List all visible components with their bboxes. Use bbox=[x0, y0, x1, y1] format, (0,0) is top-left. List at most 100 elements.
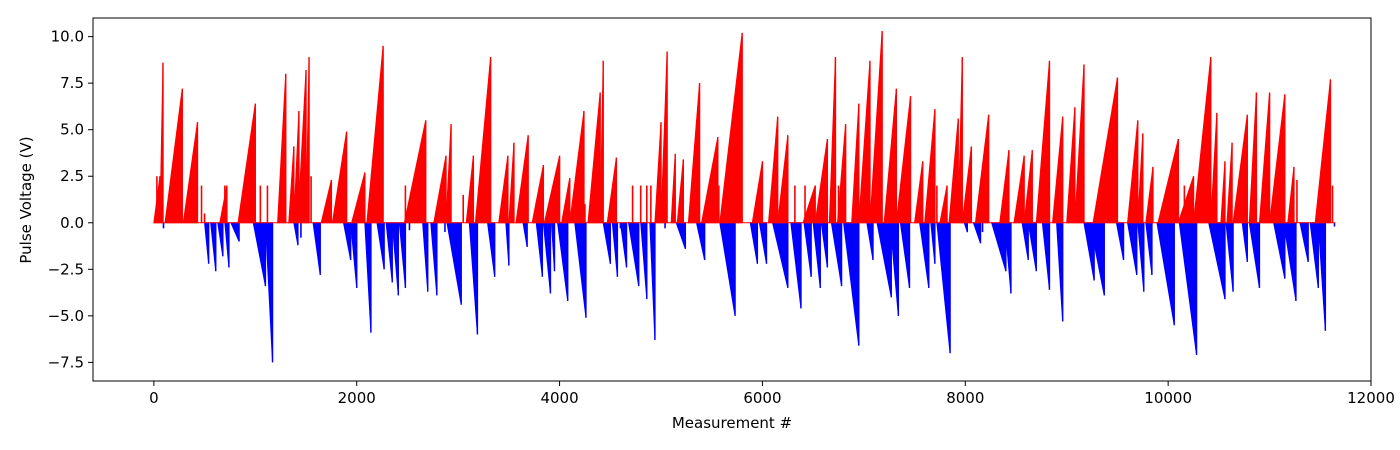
negative-ramp-76 bbox=[1309, 222, 1319, 288]
positive-ramp-5 bbox=[237, 103, 256, 224]
positive-ramp-16 bbox=[433, 155, 447, 224]
negative-ramp-16 bbox=[422, 222, 429, 292]
negative-ramp-26 bbox=[556, 222, 569, 302]
y-axis: −7.5 −5.0 −2.5 0.0 2.5 5.0 7.5 10.0 bbox=[48, 28, 93, 371]
x-axis: 0 2000 4000 6000 8000 10000 12000 bbox=[149, 381, 1395, 407]
negative-ramp-35 bbox=[695, 222, 706, 261]
positive-ramp-65 bbox=[1137, 133, 1144, 224]
negative-ramp-39 bbox=[771, 222, 789, 289]
negative-ramp-15 bbox=[398, 222, 406, 288]
negative-ramp-32 bbox=[640, 222, 648, 300]
negative-ramp-14 bbox=[391, 222, 399, 296]
plot-area-frame bbox=[92, 17, 1372, 382]
y-tick-label: −7.5 bbox=[48, 353, 84, 371]
negative-ramp-70 bbox=[1225, 222, 1234, 292]
positive-ramp-21 bbox=[508, 142, 515, 224]
positive-ramp-31 bbox=[660, 51, 668, 224]
negative-ramp-30 bbox=[619, 222, 628, 268]
positive-ramp-13 bbox=[350, 172, 366, 224]
positive-ramp-60 bbox=[1051, 116, 1064, 224]
x-tick-label: 4000 bbox=[540, 389, 578, 407]
y-tick-label: 5.0 bbox=[60, 121, 84, 139]
negative-ramp-42 bbox=[812, 222, 821, 288]
positive-ramp-61 bbox=[1066, 107, 1076, 224]
negative-ramp-69 bbox=[1208, 222, 1226, 300]
negative-ramp-10 bbox=[350, 222, 358, 288]
positive-ramp-3 bbox=[182, 122, 198, 224]
y-tick-label: 7.5 bbox=[60, 74, 84, 92]
x-axis-label: Measurement # bbox=[672, 414, 792, 432]
negative-ramp-54 bbox=[972, 222, 981, 244]
negative-ramp-75 bbox=[1299, 222, 1309, 262]
positive-ramp-27 bbox=[587, 92, 601, 224]
positive-ramp-49 bbox=[914, 161, 924, 224]
negative-ramp-77 bbox=[1317, 222, 1326, 331]
positive-ramp-46 bbox=[869, 30, 883, 224]
negative-ramp-8 bbox=[312, 222, 321, 275]
positive-ramp-51 bbox=[939, 185, 948, 224]
positive-ramp-74 bbox=[1248, 92, 1257, 224]
positive-ramp-37 bbox=[751, 161, 763, 224]
negative-ramp-13 bbox=[385, 222, 393, 283]
positive-ramp-24 bbox=[543, 155, 561, 224]
positive-ramp-36 bbox=[719, 32, 743, 224]
positive-ramp-70 bbox=[1210, 112, 1218, 224]
negative-ramp-12 bbox=[376, 222, 385, 270]
negative-ramp-37 bbox=[749, 222, 758, 264]
positive-ramp-67 bbox=[1157, 138, 1179, 224]
positive-ramp-66 bbox=[1145, 166, 1154, 224]
positive-ramp-19 bbox=[474, 57, 492, 224]
negative-ramp-29 bbox=[611, 222, 618, 277]
positive-ramp-44 bbox=[851, 103, 860, 224]
positive-ramp-77 bbox=[1287, 166, 1295, 224]
negative-ramp-52 bbox=[936, 222, 951, 354]
positive-ramp-6 bbox=[277, 73, 287, 224]
positive-ramp-35 bbox=[700, 137, 719, 224]
negative-ramp-4 bbox=[230, 222, 240, 242]
negative-ramp-65 bbox=[1137, 222, 1145, 292]
negative-ramp-43 bbox=[820, 222, 828, 268]
negative-ramp-5 bbox=[252, 222, 266, 287]
y-axis-label: Pulse Voltage (V) bbox=[17, 136, 35, 263]
negative-ramp-58 bbox=[1027, 222, 1037, 272]
positive-ramp-38 bbox=[767, 116, 779, 224]
positive-ramp-57 bbox=[1013, 155, 1025, 224]
negative-ramp-33 bbox=[649, 222, 656, 341]
positive-ramp-17 bbox=[445, 124, 452, 224]
x-tick-label: 8000 bbox=[946, 389, 984, 407]
x-tick-label: 6000 bbox=[743, 389, 781, 407]
negative-ramp-28 bbox=[602, 222, 611, 264]
positive-ramp-47 bbox=[883, 88, 897, 224]
positive-ramp-23 bbox=[531, 164, 544, 224]
negative-ramp-72 bbox=[1248, 222, 1260, 288]
y-tick-label: −2.5 bbox=[48, 260, 84, 278]
negative-ramp-41 bbox=[803, 222, 812, 277]
positive-ramp-39 bbox=[777, 135, 789, 224]
negative-ramp-11 bbox=[364, 222, 372, 333]
negative-ramp-20 bbox=[486, 222, 496, 277]
positive-ramp-48 bbox=[895, 96, 912, 224]
positive-ramp-33 bbox=[676, 159, 684, 224]
negative-ramp-60 bbox=[1056, 222, 1064, 322]
negative-ramp-68 bbox=[1178, 222, 1198, 356]
positive-ramp-7 bbox=[288, 146, 295, 224]
negative-ramp-67 bbox=[1156, 222, 1175, 326]
positive-ramp-41 bbox=[814, 138, 828, 224]
positive-ramp-15 bbox=[403, 120, 427, 224]
negative-ramp-31 bbox=[627, 222, 640, 287]
negative-ramp-17 bbox=[430, 222, 438, 296]
positive-ramp-8 bbox=[293, 111, 300, 224]
x-tick-label: 0 bbox=[149, 389, 159, 407]
negative-ramp-49 bbox=[899, 222, 910, 288]
positive-ramp-56 bbox=[999, 150, 1010, 224]
y-tick-label: −5.0 bbox=[48, 307, 84, 325]
positive-ramp-63 bbox=[1092, 77, 1118, 224]
negative-ramp-24 bbox=[542, 222, 551, 294]
negative-ramp-46 bbox=[866, 222, 874, 261]
negative-ramp-2 bbox=[217, 222, 224, 257]
positive-ramp-18 bbox=[465, 155, 474, 224]
negative-ramp-38 bbox=[758, 222, 767, 264]
negative-ramp-47 bbox=[876, 222, 892, 298]
negative-ramp-55 bbox=[990, 222, 1007, 272]
